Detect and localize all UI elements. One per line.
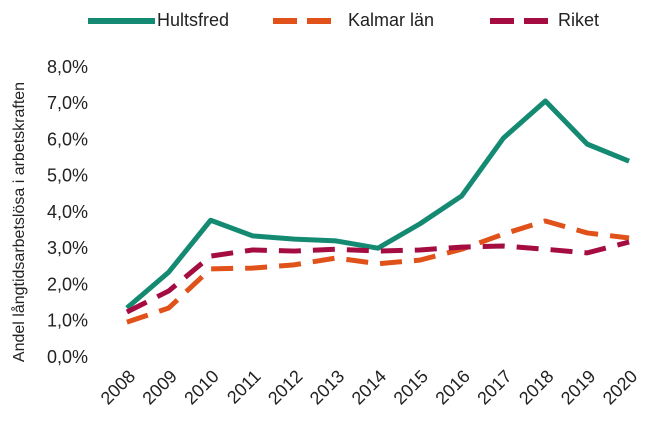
y-tick-label: 7,0%	[47, 93, 88, 113]
x-tick-label: 2010	[180, 366, 222, 408]
y-tick-label: 2,0%	[47, 274, 88, 294]
x-tick-label: 2011	[223, 366, 265, 408]
y-tick-label: 4,0%	[47, 202, 88, 222]
legend-label: Riket	[558, 10, 599, 30]
legend-label: Kalmar län	[348, 10, 434, 30]
y-tick-label: 8,0%	[47, 57, 88, 77]
x-tick-label: 2017	[473, 366, 515, 408]
y-tick-label: 6,0%	[47, 129, 88, 149]
x-tick-label: 2012	[264, 366, 306, 408]
x-tick-label: 2020	[599, 366, 641, 408]
series-line	[125, 98, 631, 310]
series-line	[126, 218, 630, 325]
x-tick-label: 2014	[348, 366, 390, 408]
y-tick-label: 0,0%	[47, 347, 88, 367]
x-tick-label: 2013	[306, 366, 348, 408]
x-tick-label: 2016	[431, 366, 473, 408]
y-tick-label: 5,0%	[47, 166, 88, 186]
x-tick-label: 2008	[97, 366, 139, 408]
x-tick-label: 2015	[390, 366, 432, 408]
y-axis-label: Andel långtidsarbetslösa i arbetskraften	[10, 82, 28, 362]
y-tick-label: 1,0%	[47, 311, 88, 331]
legend-label: Hultsfred	[157, 10, 229, 30]
y-tick-label: 3,0%	[47, 238, 88, 258]
x-tick-label: 2018	[515, 366, 557, 408]
x-tick-label: 2009	[138, 366, 180, 408]
x-tick-label: 2019	[557, 366, 599, 408]
